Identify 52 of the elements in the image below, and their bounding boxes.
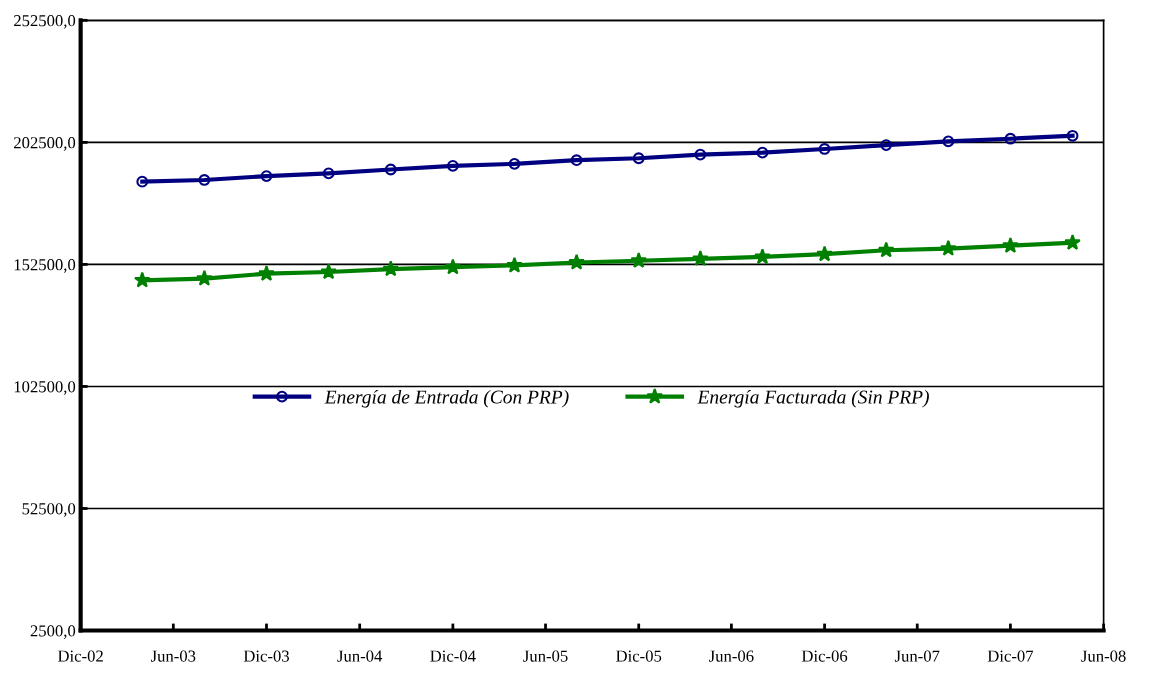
point	[444, 258, 462, 275]
x-tick-label: Dic-03	[243, 650, 289, 662]
point	[940, 239, 957, 256]
point	[1066, 129, 1079, 142]
point	[446, 159, 459, 172]
x-tick-label: Jun-06	[709, 650, 754, 662]
x-tick-label: Jun-04	[337, 650, 383, 662]
point	[630, 252, 648, 268]
point	[694, 148, 707, 161]
x-tick-label: Dic-06	[801, 650, 848, 662]
point	[508, 157, 521, 170]
x-tick-label: Jun-03	[150, 650, 196, 662]
x-tick-label: Dic-02	[57, 650, 103, 662]
point	[260, 170, 273, 182]
point	[1004, 132, 1017, 145]
y-tick-label: 52500,0	[22, 503, 76, 517]
point	[382, 260, 400, 277]
point	[320, 263, 337, 280]
y-tick-label: 152500,0	[14, 259, 76, 273]
point	[258, 265, 275, 281]
point	[756, 146, 769, 159]
x-tick-label: Jun-05	[523, 650, 568, 662]
point	[568, 253, 585, 270]
x-tick-label: Dic-05	[616, 650, 662, 662]
point	[818, 143, 831, 155]
y-tick-label: 252500,0	[14, 15, 76, 29]
x-tick-label: Dic-04	[430, 650, 476, 662]
point	[1064, 234, 1081, 250]
point	[198, 174, 211, 186]
point	[133, 271, 151, 288]
point	[816, 245, 833, 262]
y-tick-label: 202500,0	[14, 137, 76, 151]
point	[1002, 236, 1019, 253]
point	[196, 269, 213, 286]
point	[632, 152, 645, 165]
point	[136, 175, 149, 188]
legend-label: Energía Facturada (Sin PRP)	[697, 389, 929, 408]
point	[942, 135, 955, 148]
point	[384, 163, 397, 176]
point	[570, 154, 583, 167]
point	[506, 256, 523, 273]
y-tick-label: 102500,0	[14, 381, 76, 395]
x-tick-label: Jun-07	[894, 650, 940, 662]
point	[754, 248, 771, 265]
x-tick-label: Dic-07	[987, 650, 1034, 662]
point	[322, 167, 335, 180]
point	[877, 241, 895, 258]
x-tick-label: Jun-08	[1081, 650, 1126, 662]
point	[692, 250, 709, 267]
y-tick-label: 2500,0	[30, 625, 76, 639]
point	[880, 139, 893, 151]
legend-label: Energía de Entrada (Con PRP)	[324, 389, 569, 408]
